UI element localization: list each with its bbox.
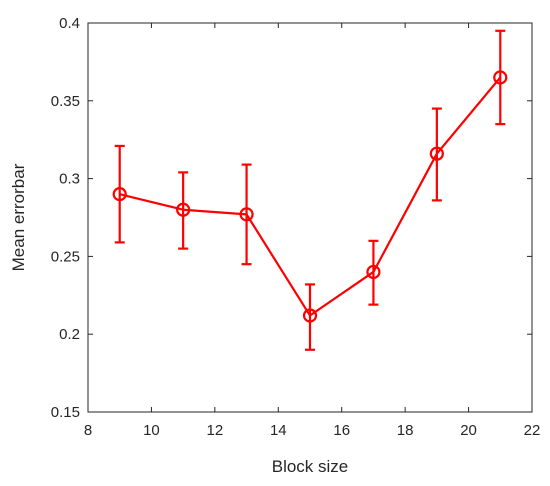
data-point — [176, 202, 191, 217]
x-tick-label: 20 — [460, 422, 477, 439]
series-layer — [112, 29, 508, 351]
plot-frame — [87, 22, 533, 413]
y-tick-label: 0.35 — [51, 93, 80, 110]
data-point — [302, 308, 318, 323]
x-axis-title: Block size — [272, 457, 349, 476]
x-tick-label: 14 — [270, 422, 287, 439]
x-tick-label: 18 — [397, 422, 414, 439]
x-axis: 8 10 12 14 16 18 20 22 — [84, 23, 541, 439]
y-axis: 0.15 0.2 0.25 0.3 0.35 0.4 — [51, 15, 532, 421]
y-tick-label: 0.3 — [59, 171, 80, 188]
y-tick-label: 0.25 — [51, 248, 80, 265]
plot-area — [87, 22, 533, 413]
x-tick-label: 8 — [84, 422, 92, 439]
x-tick-label: 10 — [143, 422, 160, 439]
y-tick-label: 0.15 — [51, 404, 80, 421]
data-point — [112, 187, 127, 202]
data-point — [366, 264, 381, 280]
y-tick-label: 0.2 — [59, 326, 80, 343]
data-point — [429, 146, 444, 161]
y-axis-title: Mean errorbar — [9, 163, 28, 271]
x-tick-label: 12 — [207, 422, 224, 439]
data-point — [493, 70, 508, 85]
x-tick-label: 16 — [333, 422, 350, 439]
data-point — [239, 207, 254, 222]
x-tick-label: 22 — [524, 422, 541, 439]
y-tick-label: 0.4 — [59, 15, 80, 32]
